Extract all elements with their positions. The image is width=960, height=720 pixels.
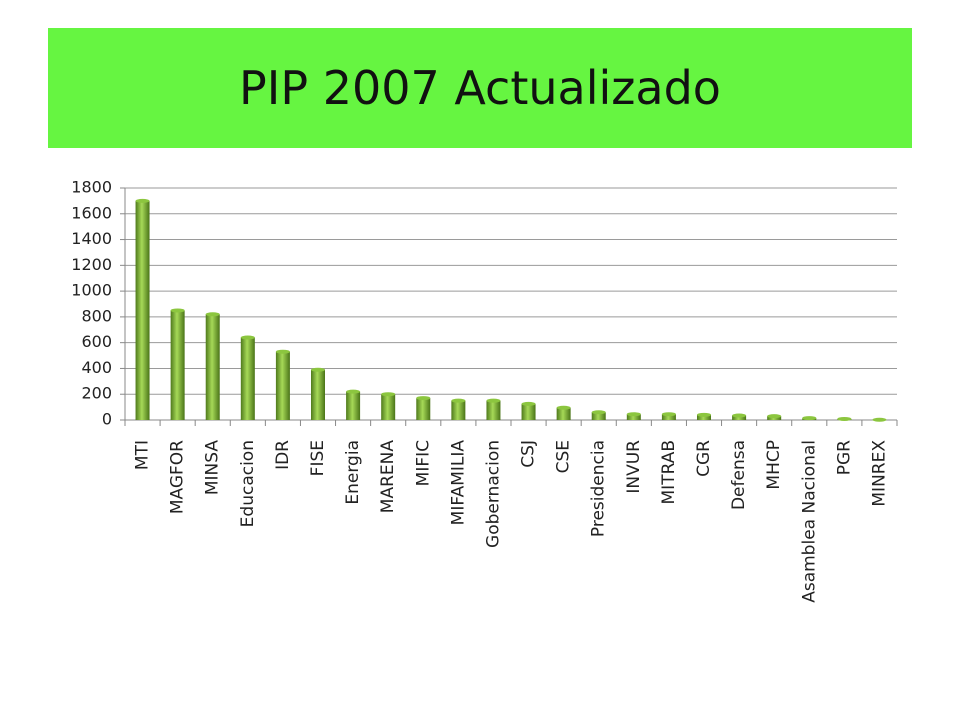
- bar: [205, 314, 220, 420]
- chart-title: PIP 2007 Actualizado: [239, 61, 721, 115]
- x-tick-label: Asamblea Nacional: [799, 440, 819, 603]
- x-tick-label: CSJ: [519, 440, 539, 468]
- bar-cap: [767, 414, 782, 419]
- bar: [626, 414, 641, 420]
- bar-cap: [240, 335, 255, 340]
- bar-cap: [275, 349, 290, 354]
- y-tick-label: 1800: [71, 178, 112, 197]
- bar: [591, 412, 606, 420]
- x-tick-label: CGR: [694, 440, 714, 477]
- bar-cap: [802, 416, 817, 421]
- bar: [170, 310, 185, 420]
- y-tick-label: 400: [81, 358, 112, 377]
- bar: [275, 351, 290, 420]
- bar: [697, 414, 711, 420]
- x-tick-label: Presidencia: [589, 440, 609, 537]
- bar: [451, 400, 466, 420]
- bar-cap: [837, 416, 852, 421]
- x-tick-label: Educacion: [238, 440, 258, 527]
- x-tick-label: MINREX: [869, 440, 889, 507]
- bar-cap: [311, 367, 325, 372]
- x-tick-label: Gobernacion: [483, 440, 503, 548]
- x-tick-label: Energia: [343, 440, 363, 505]
- bar-cap: [135, 198, 150, 203]
- x-tick-label: MARENA: [378, 440, 398, 514]
- bar: [381, 394, 396, 420]
- title-banner: PIP 2007 Actualizado: [48, 28, 912, 148]
- x-tick-label: MIFIC: [413, 440, 433, 486]
- bar-cap: [416, 396, 431, 401]
- x-tick-label: MITRAB: [659, 440, 679, 504]
- bar-cap: [872, 417, 887, 422]
- y-tick-label: 1000: [71, 281, 112, 300]
- x-tick-label: Defensa: [729, 440, 749, 510]
- bar: [346, 391, 361, 420]
- x-tick-label: PGR: [834, 440, 854, 475]
- bar-cap: [626, 412, 641, 417]
- bar: [521, 403, 536, 420]
- bar: [416, 398, 431, 420]
- bar-cap: [591, 410, 606, 415]
- bar-cap: [170, 308, 185, 313]
- bar-cap: [381, 392, 396, 397]
- y-tick-label: 1200: [71, 255, 112, 274]
- bar-cap: [346, 389, 361, 394]
- y-tick-label: 1400: [71, 229, 112, 248]
- bar: [135, 200, 150, 420]
- y-tick-label: 200: [81, 384, 112, 403]
- y-tick-label: 1600: [71, 203, 112, 222]
- x-tick-label: IDR: [273, 440, 293, 470]
- x-tick-label: MTI: [133, 440, 153, 470]
- x-tick-label: MAGFOR: [168, 440, 188, 514]
- y-tick-label: 600: [81, 332, 112, 351]
- bar-cap: [205, 312, 220, 317]
- x-tick-label: FISE: [308, 440, 328, 476]
- bar: [486, 400, 501, 420]
- bar-cap: [732, 413, 747, 418]
- bar: [661, 414, 676, 420]
- bar-cap: [451, 398, 466, 403]
- bar-cap: [697, 412, 711, 417]
- x-tick-label: MIFAMILIA: [448, 440, 468, 526]
- y-tick-label: 800: [81, 306, 112, 325]
- bar: [732, 415, 747, 420]
- bar: [311, 369, 325, 420]
- bar-cap: [556, 405, 571, 410]
- y-tick-label: 0: [102, 410, 112, 429]
- bar-cap: [486, 398, 501, 403]
- bar-cap: [661, 412, 676, 417]
- x-tick-label: CSE: [554, 440, 574, 473]
- x-tick-label: MINSA: [203, 440, 223, 496]
- bar: [556, 407, 571, 420]
- x-tick-label: MHCP: [764, 440, 784, 490]
- bar: [240, 337, 255, 420]
- bar-cap: [521, 401, 536, 406]
- x-tick-label: INVUR: [624, 440, 644, 494]
